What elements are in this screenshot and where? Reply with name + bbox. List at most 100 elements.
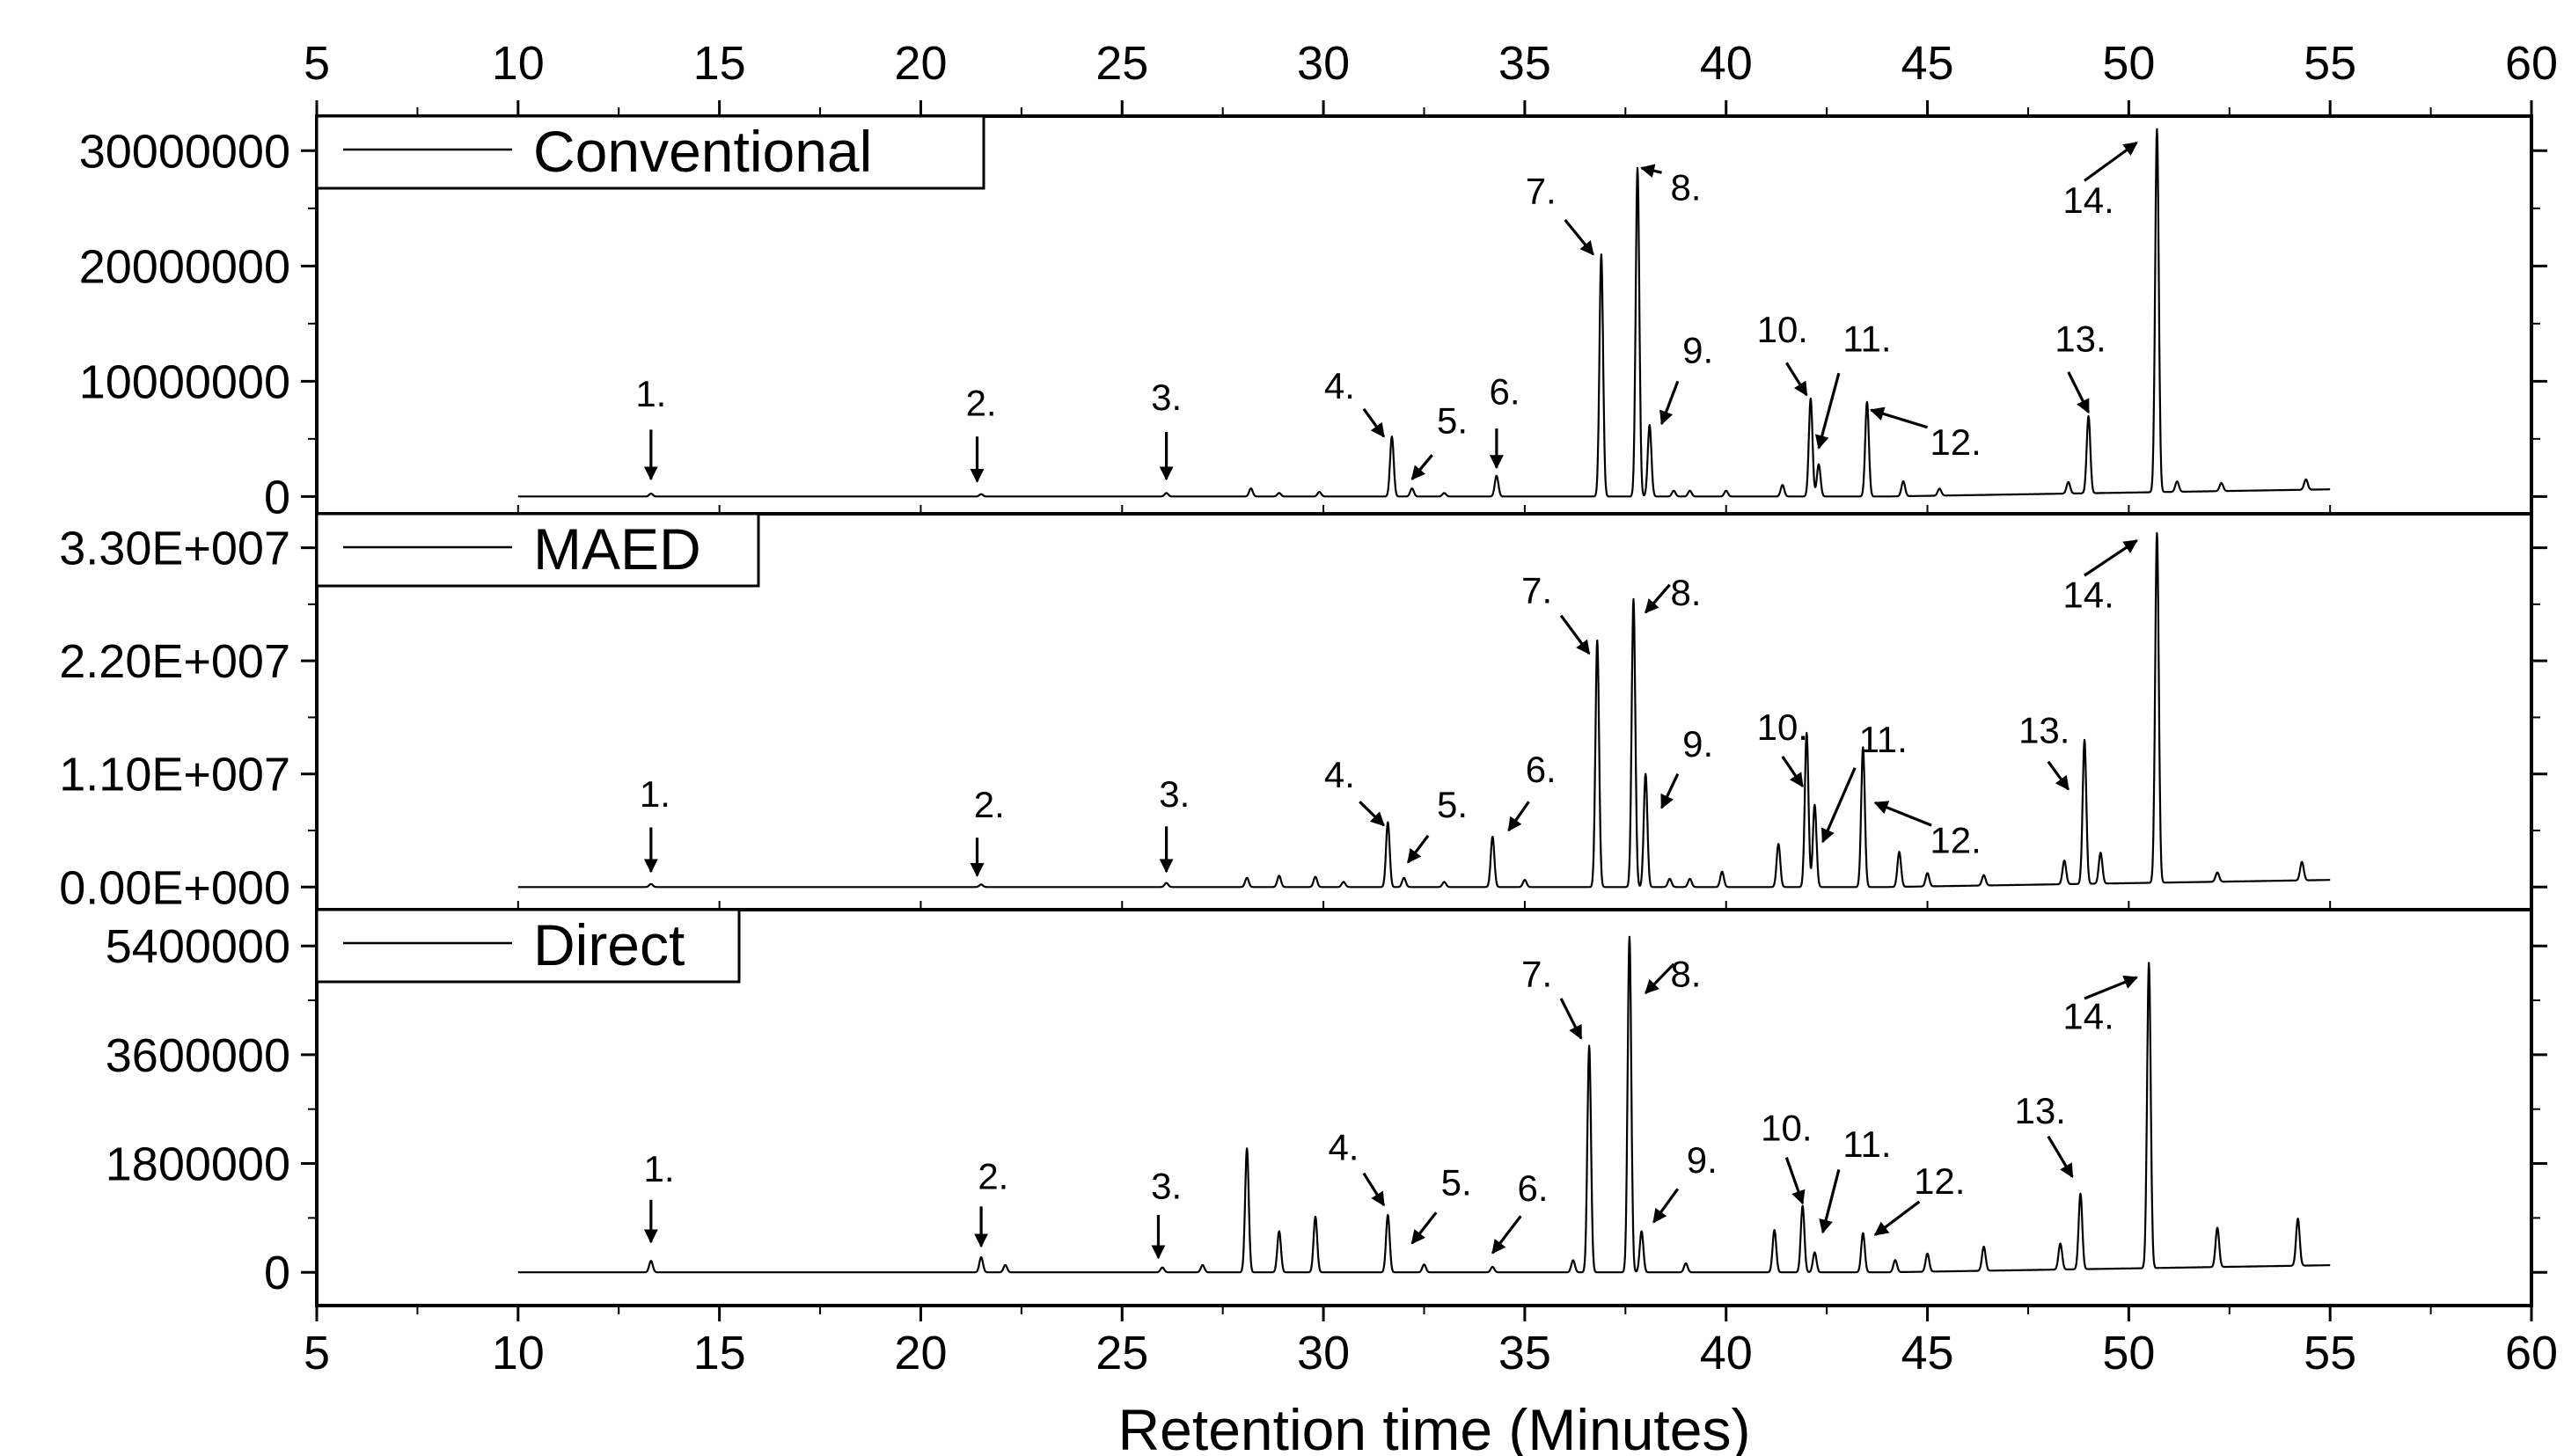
peak-label: 5. — [1441, 1161, 1472, 1203]
legend-direct: Direct — [315, 908, 741, 984]
peak-label: 13. — [2018, 710, 2070, 751]
peak-arrow — [1362, 1172, 1386, 1207]
peak-label: 5. — [1437, 784, 1468, 825]
peak-arrow — [1507, 801, 1530, 832]
peak-label: 11. — [1859, 719, 1908, 760]
peak-arrow — [1869, 406, 1929, 429]
x-tick-label-top: 15 — [693, 37, 746, 90]
peak-label: 1. — [643, 1148, 674, 1189]
plot-frame — [315, 114, 2533, 1307]
peak-arrow — [1491, 1215, 1522, 1255]
peak-arrow — [1814, 372, 1841, 450]
x-tick-label-top: 45 — [1901, 37, 1954, 90]
peak-arrow — [1785, 362, 1808, 397]
peak-arrow — [1820, 767, 1857, 844]
peak-label: 7. — [1521, 570, 1552, 611]
peak-label: 12. — [1930, 421, 1981, 463]
x-tick-label-top: 20 — [894, 37, 947, 90]
x-tick-label-top: 10 — [492, 37, 545, 90]
chromatogram-traces — [517, 128, 2331, 1274]
x-tick-label-top: 35 — [1498, 37, 1551, 90]
x-tick-label-bottom: 5 — [304, 1327, 330, 1379]
peak-label: 6. — [1526, 749, 1557, 790]
peak-label: 2. — [974, 784, 1005, 825]
peak-arrow — [1644, 583, 1671, 614]
y-tick-label: 10000000 — [79, 355, 290, 408]
y-tick-label: 0 — [264, 471, 290, 523]
y-tick-label: 2.20E+007 — [59, 635, 290, 688]
x-tick-label-bottom: 25 — [1095, 1327, 1148, 1379]
x-tick-label-bottom: 55 — [2304, 1327, 2356, 1379]
legend-label: Conventional — [533, 119, 872, 184]
peak-label: 2. — [966, 383, 997, 424]
peak-arrow — [1410, 1211, 1438, 1245]
peak-arrow — [1559, 998, 1583, 1040]
y-tick-label: 5400000 — [106, 920, 290, 973]
peak-label: 3. — [1159, 773, 1190, 815]
legend-box — [315, 512, 760, 588]
peak-label: 13. — [2055, 318, 2106, 359]
chromatogram-trace — [517, 128, 2331, 498]
x-tick-label-bottom: 40 — [1700, 1327, 1753, 1379]
peak-arrow — [1564, 218, 1594, 256]
x-tick-label-top: 55 — [2304, 37, 2356, 90]
peak-annotations: 1. 2. 3. 4. 5. 6. 7. 8. 9. 10. 11. 12. 13. 14. 1. 2. 3. 4… — [635, 141, 2138, 1260]
x-tick-label-bottom: 10 — [492, 1327, 545, 1379]
peak-arrow — [1362, 407, 1386, 438]
peak-label: 12. — [1914, 1160, 1965, 1202]
y-tick-label: 0.00E+000 — [59, 861, 290, 914]
y-tick-label: 20000000 — [79, 240, 290, 293]
x-tick-label-bottom: 20 — [894, 1327, 947, 1379]
peak-label: 3. — [1151, 377, 1182, 418]
peak-arrow — [1873, 801, 1932, 827]
x-tick-label-bottom: 50 — [2102, 1327, 2155, 1379]
peak-label: 11. — [1842, 318, 1891, 359]
x-tick-label-top: 5 — [304, 37, 330, 90]
peak-label: 10. — [1761, 1107, 1812, 1148]
x-tick-label-bottom: 60 — [2505, 1327, 2558, 1379]
legend-box — [315, 114, 985, 190]
x-tick-label-top: 30 — [1297, 37, 1350, 90]
y-tick-label: 30000000 — [79, 125, 290, 178]
peak-label: 14. — [2062, 179, 2113, 221]
y-tick-label: 3.30E+007 — [59, 523, 290, 575]
peak-label: 14. — [2062, 574, 2113, 615]
plot-border — [315, 114, 2533, 1307]
peak-label: 9. — [1687, 1139, 1718, 1181]
peak-arrow — [2047, 760, 2070, 791]
peak-label: 3. — [1151, 1165, 1182, 1206]
peak-arrow — [1652, 1188, 1680, 1224]
y-tick-label: 1800000 — [106, 1138, 290, 1191]
x-tick-label-top: 25 — [1095, 37, 1148, 90]
peak-label: 11. — [1842, 1123, 1891, 1165]
legend-maed: MAED — [315, 512, 760, 588]
peak-arrow — [2084, 975, 2138, 1000]
axes-labels: 5510101515202025253030353540404545505055… — [59, 37, 2558, 1379]
peak-label: 10. — [1757, 706, 1808, 748]
x-tick-label-bottom: 15 — [693, 1327, 746, 1379]
peak-arrow — [1640, 164, 1662, 178]
peak-arrow — [1781, 755, 1805, 788]
x-axis-title: Retention time (Minutes) — [1118, 1397, 1751, 1456]
peak-arrow — [1659, 380, 1680, 426]
x-tick-label-bottom: 45 — [1901, 1327, 1954, 1379]
peak-label: 8. — [1670, 572, 1701, 613]
x-tick-label-bottom: 30 — [1297, 1327, 1350, 1379]
x-tick-label-top: 60 — [2505, 37, 2558, 90]
peak-arrow — [1410, 454, 1433, 480]
peak-label: 8. — [1670, 953, 1701, 994]
peak-arrow — [1645, 962, 1675, 994]
peak-label: 9. — [1682, 329, 1713, 370]
x-tick-label-bottom: 35 — [1498, 1327, 1551, 1379]
peak-arrow — [1873, 1200, 1921, 1236]
peak-arrow — [2084, 141, 2138, 182]
y-tick-label: 0 — [264, 1247, 290, 1299]
peak-label: 4. — [1324, 754, 1355, 795]
peak-label: 1. — [635, 373, 666, 414]
legend-box — [315, 908, 741, 984]
peak-label: 2. — [978, 1155, 1008, 1196]
peak-label: 6. — [1490, 371, 1520, 413]
panel-legends: Conventional MAED Direct — [315, 114, 985, 984]
chromatogram-trace — [517, 531, 2331, 889]
